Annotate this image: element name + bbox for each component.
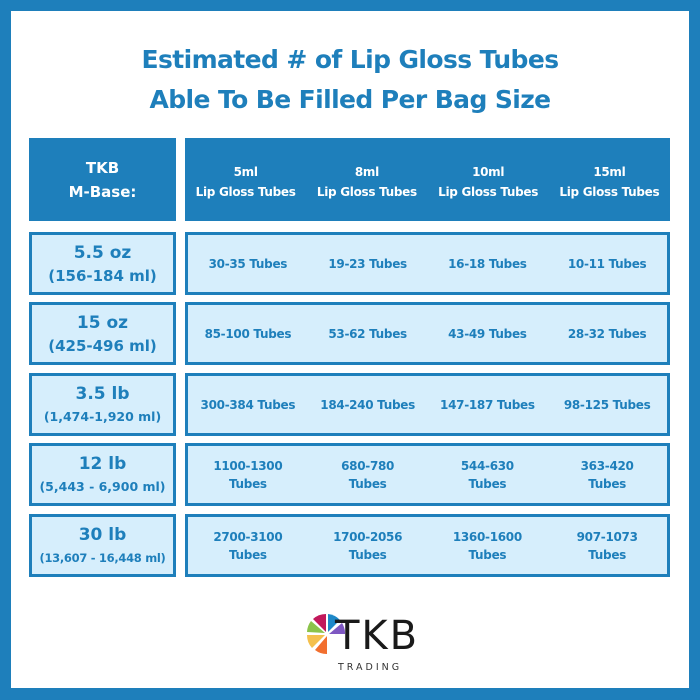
table-cell: 10-11 Tubes xyxy=(567,256,647,271)
column-header-15ml: 15ml Lip Gloss Tubes xyxy=(549,158,670,202)
bag-volume: (13,607 - 16,448 ml) xyxy=(39,550,166,565)
bag-volume: (156-184 ml) xyxy=(48,266,157,285)
table-cell: 85-100 Tubes xyxy=(204,326,292,341)
corner-header: TKB M-Base: xyxy=(29,138,176,221)
column-header-10ml: 10ml Lip Gloss Tubes xyxy=(428,158,549,202)
table-cell: 184-240 Tubes xyxy=(320,397,415,412)
table-cell: 53-62 Tubes xyxy=(328,326,407,341)
bag-size: 5.5 oz xyxy=(73,242,132,263)
table-cell: 19-23 Tubes xyxy=(328,256,407,271)
corner-line-1: TKB xyxy=(85,158,120,177)
logo-brand: TKB xyxy=(335,613,420,659)
table-cell: 1360-1600 Tubes xyxy=(452,529,522,562)
table-row: 2700-3100 Tubes 1700-2056 Tubes 1360-1600 T… xyxy=(185,514,670,577)
column-label: Lip Gloss Tubes xyxy=(195,184,296,199)
title-line-2: Able To Be Filled Per Bag Size xyxy=(149,85,551,114)
bag-volume: (1,474-1,920 ml) xyxy=(43,408,162,424)
row-header-3-5lb: 3.5 lb (1,474-1,920 ml) xyxy=(29,373,176,436)
table-cell: 1700-2056 Tubes xyxy=(333,529,403,562)
row-header-30lb: 30 lb (13,607 - 16,448 ml) xyxy=(29,514,176,577)
column-label: Lip Gloss Tubes xyxy=(316,184,417,199)
column-size: 10ml xyxy=(472,164,505,179)
logo-subtitle: TRADING xyxy=(338,662,403,673)
column-size: 5ml xyxy=(233,164,258,179)
table-cell: 544-630 Tubes xyxy=(460,458,514,491)
column-headers: 5ml Lip Gloss Tubes 8ml Lip Gloss Tubes … xyxy=(185,138,670,221)
table-cell: 2700-3100 Tubes xyxy=(213,529,283,562)
table-row: 85-100 Tubes 53-62 Tubes 43-49 Tubes 28-… xyxy=(185,302,670,365)
column-size: 8ml xyxy=(354,164,379,179)
row-header-12lb: 12 lb (5,443 - 6,900 ml) xyxy=(29,443,176,506)
table-cell: 28-32 Tubes xyxy=(567,326,647,341)
table-cell: 680-780 Tubes xyxy=(341,458,395,491)
table-cell: 907-1073 Tubes xyxy=(576,529,638,562)
table-row: 30-35 Tubes 19-23 Tubes 16-18 Tubes 10-1… xyxy=(185,232,670,295)
table-cell: 147-187 Tubes xyxy=(440,397,535,412)
table-cell: 363-420 Tubes xyxy=(580,458,634,491)
table-cell: 43-49 Tubes xyxy=(448,326,527,341)
tkb-trading-logo: TKB TRADING xyxy=(305,612,417,682)
column-label: Lip Gloss Tubes xyxy=(559,184,660,199)
column-header-8ml: 8ml Lip Gloss Tubes xyxy=(306,158,427,202)
table-cell: 16-18 Tubes xyxy=(448,256,527,271)
title-line-1: Estimated # of Lip Gloss Tubes xyxy=(141,45,560,74)
bag-size: 3.5 lb xyxy=(75,383,130,404)
page-title: Estimated # of Lip Gloss Tubes Able To B… xyxy=(0,40,700,120)
table-cell: 1100-1300 Tubes xyxy=(213,458,283,491)
table-row: 1100-1300 Tubes 680-780 Tubes 544-630 Tubes… xyxy=(185,443,670,506)
table-cell: 30-35 Tubes xyxy=(208,256,288,271)
row-header-5-5oz: 5.5 oz (156-184 ml) xyxy=(29,232,176,295)
color-wheel-icon xyxy=(306,613,345,655)
table-row: 300-384 Tubes 184-240 Tubes 147-187 Tube… xyxy=(185,373,670,436)
table-cell: 300-384 Tubes xyxy=(200,397,296,412)
bag-volume: (425-496 ml) xyxy=(48,336,157,355)
table-cell: 98-125 Tubes xyxy=(563,397,651,412)
bag-size: 15 oz xyxy=(76,312,129,333)
column-header-5ml: 5ml Lip Gloss Tubes xyxy=(185,158,306,202)
column-size: 15ml xyxy=(593,164,626,179)
bag-size: 12 lb xyxy=(78,453,127,474)
column-label: Lip Gloss Tubes xyxy=(438,184,539,199)
row-header-15oz: 15 oz (425-496 ml) xyxy=(29,302,176,365)
bag-size: 30 lb xyxy=(78,524,127,545)
corner-line-2: M-Base: xyxy=(68,182,137,201)
bag-volume: (5,443 - 6,900 ml) xyxy=(39,478,166,494)
